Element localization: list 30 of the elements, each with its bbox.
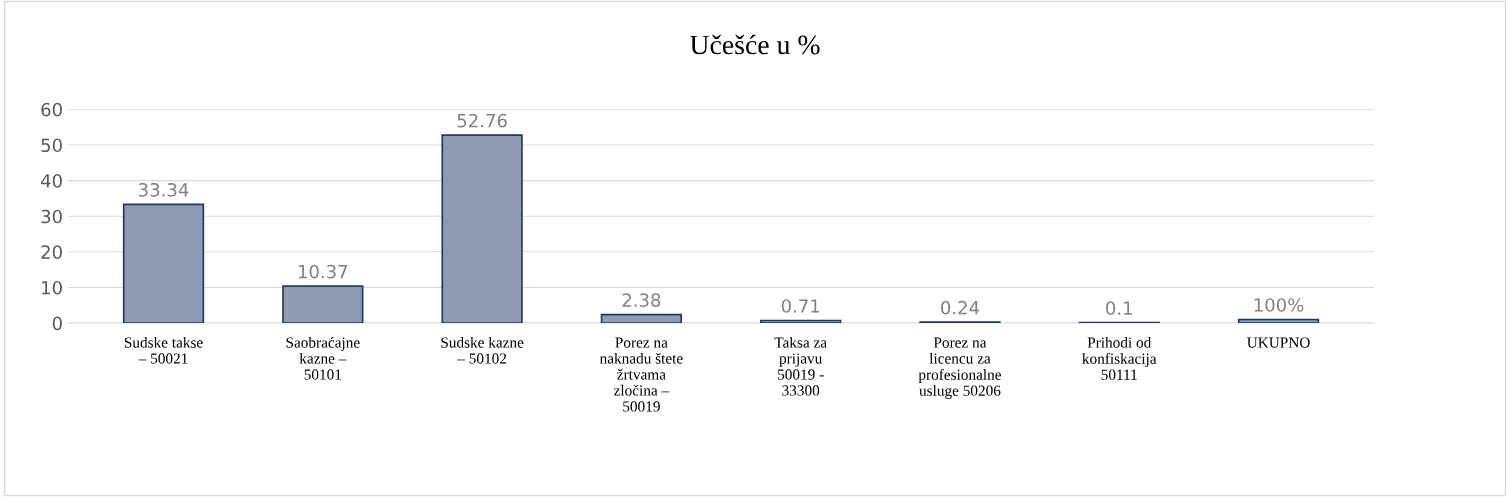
x-tick-label: Porez na naknadu štete žrtvama zločina – 50019	[599, 337, 683, 412]
bar	[122, 203, 205, 324]
bar	[441, 134, 523, 324]
x-tick-label: Porez na licencu za profesionalne usluge 50206	[918, 337, 1001, 399]
x-tick-label: Saobraćajne kazne – 50101	[286, 336, 360, 380]
data-label: 0.24	[941, 300, 980, 315]
y-tick-label: 50	[41, 138, 62, 153]
bar	[760, 319, 842, 324]
data-label: 52.76	[457, 113, 507, 128]
data-label: 2.38	[622, 293, 661, 307]
data-label: 0.1	[1106, 301, 1132, 316]
data-label: 10.37	[298, 264, 348, 279]
y-tick-label: 60	[41, 102, 62, 117]
y-tick-label: 0	[52, 316, 62, 331]
data-label: 0.71	[781, 299, 820, 313]
bar	[1237, 318, 1320, 324]
bar	[600, 313, 683, 324]
x-tick-label: Taksa za prijavu 50019 - 33300	[774, 336, 827, 396]
y-tick-label: 30	[41, 209, 62, 224]
y-tick-label: 20	[41, 245, 62, 259]
x-tick-label: Prihodi od konfiskacija 50111	[1082, 336, 1157, 380]
x-tick-label: UKUPNO	[1247, 337, 1310, 348]
data-label: 100%	[1254, 298, 1304, 312]
chart-title: Učešće u %	[690, 34, 820, 55]
y-tick-label: 10	[42, 280, 62, 295]
y-tick-label: 40	[41, 174, 62, 188]
x-tick-label: Sudske takse – 50021	[124, 336, 203, 364]
data-label: 33.34	[139, 182, 189, 197]
bar	[282, 285, 364, 324]
x-tick-label: Sudske kazne – 50102	[441, 336, 524, 364]
